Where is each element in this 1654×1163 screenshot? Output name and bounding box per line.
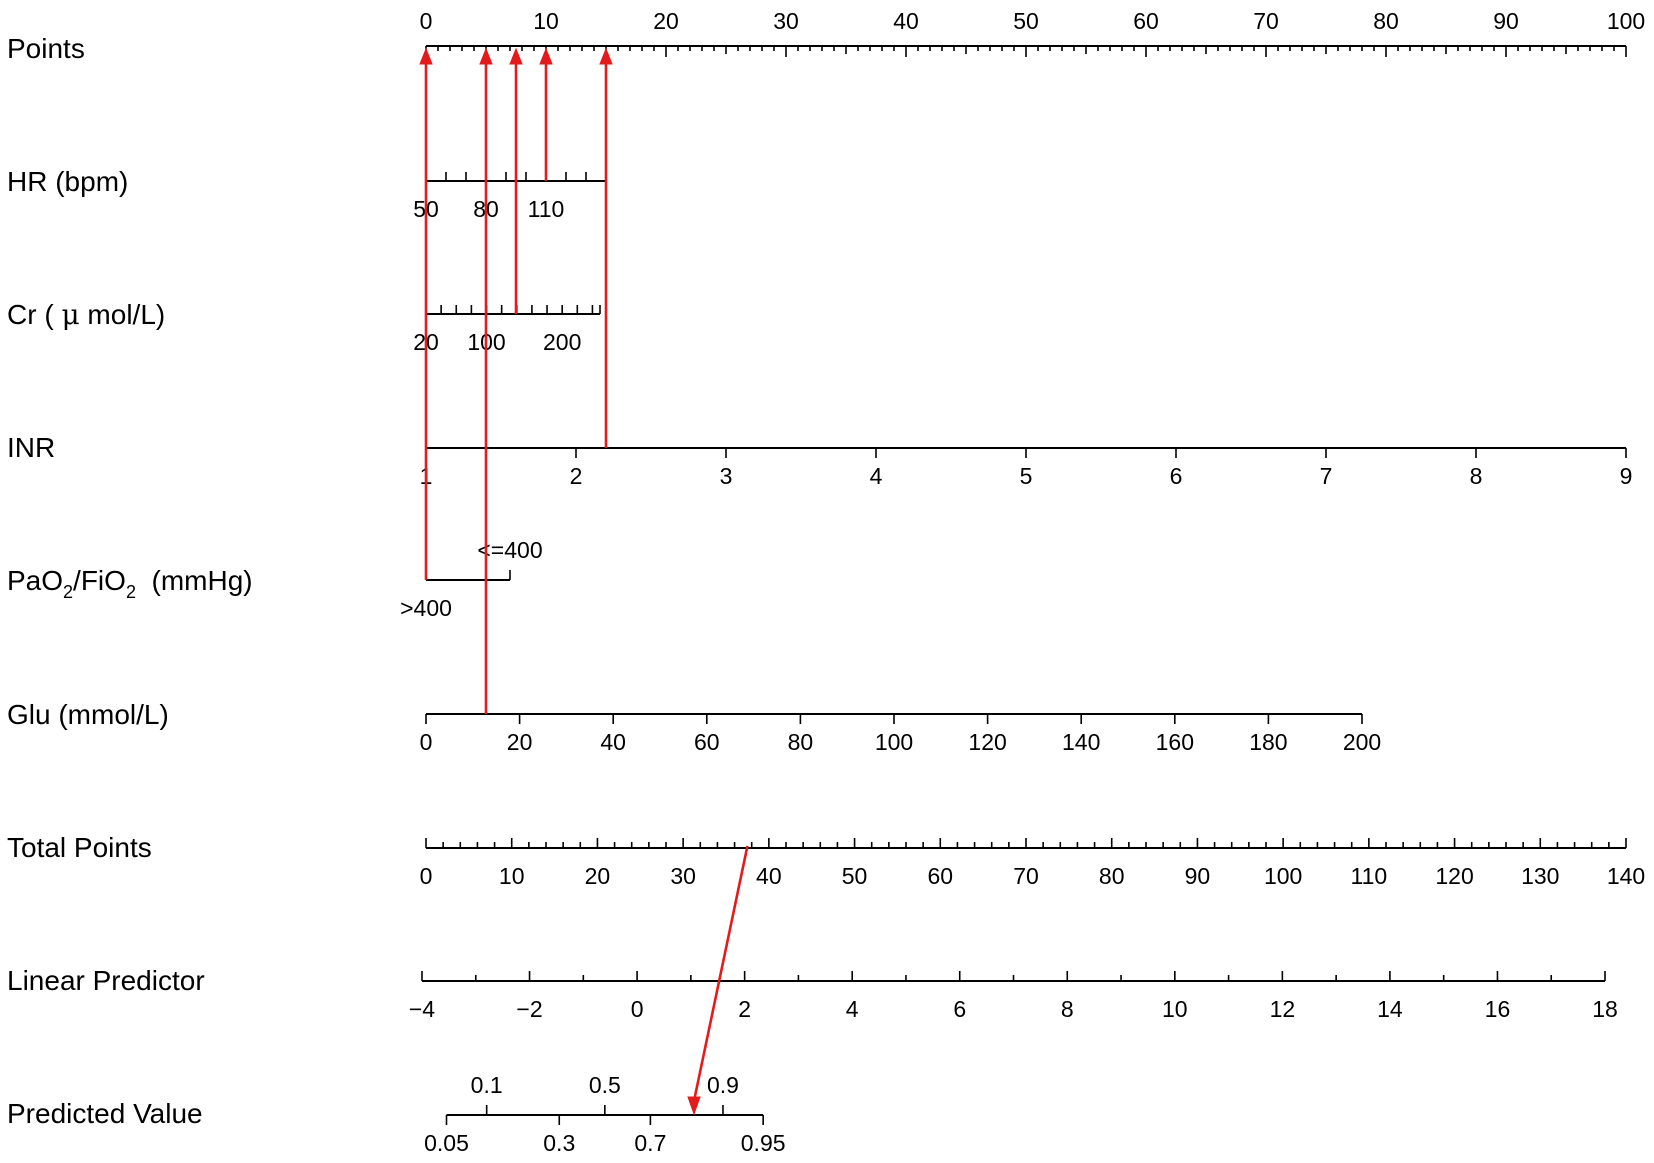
row-label-cr: Cr ( μ mol/L): [7, 298, 165, 331]
row-label-cr-mu: μ: [61, 298, 79, 331]
row-label-pf-sub2: 2: [126, 582, 136, 602]
row-label-cr-main: Cr (: [7, 299, 61, 330]
glu-tick-label: 180: [1249, 729, 1287, 755]
row-label-total: Total Points: [7, 832, 152, 863]
inr-tick-label: 5: [1020, 463, 1033, 489]
total-tick-label: 40: [756, 863, 782, 889]
hr-tick-label: 110: [528, 196, 565, 222]
total-tick-label: 130: [1521, 863, 1559, 889]
total-tick-label: 120: [1435, 863, 1473, 889]
total-tick-label: 110: [1351, 863, 1388, 889]
pf-category-label: >400: [400, 595, 452, 621]
inr-tick-label: 3: [720, 463, 733, 489]
glu-tick-label: 80: [788, 729, 814, 755]
cr-tick-label: 200: [543, 329, 581, 355]
total-tick-label: 90: [1185, 863, 1211, 889]
glu-tick-label: 120: [968, 729, 1006, 755]
points-tick-label: 10: [533, 8, 559, 34]
glu-tick-label: 100: [875, 729, 913, 755]
lp-tick-label: 4: [846, 996, 859, 1022]
lp-tick-label: −4: [409, 996, 435, 1022]
inr-tick-label: 6: [1170, 463, 1183, 489]
lp-tick-label: 12: [1270, 996, 1296, 1022]
total-tick-label: 140: [1607, 863, 1645, 889]
lp-tick-label: 10: [1162, 996, 1188, 1022]
lp-tick-label: 8: [1061, 996, 1074, 1022]
row-label-hr: HR (bpm): [7, 166, 128, 197]
row-label-pf: PaO2/FiO2 (mmHg): [7, 565, 253, 602]
pv-tick-label-bottom: 0.7: [634, 1130, 666, 1156]
inr-tick-label: 4: [870, 463, 883, 489]
glu-tick-label: 60: [694, 729, 720, 755]
lp-tick-label: 16: [1485, 996, 1511, 1022]
lp-tick-label: 2: [738, 996, 751, 1022]
row-label-pf-pa: PaO: [7, 565, 63, 596]
row-label-lp: Linear Predictor: [7, 965, 205, 996]
glu-tick-label: 160: [1156, 729, 1194, 755]
points-tick-label: 90: [1493, 8, 1519, 34]
points-tick-label: 20: [653, 8, 679, 34]
points-tick-label: 30: [773, 8, 799, 34]
total-tick-label: 10: [499, 863, 525, 889]
glu-tick-label: 200: [1343, 729, 1381, 755]
lp-tick-label: 0: [631, 996, 644, 1022]
example-arrow-total: [692, 845, 749, 1102]
example-arrowhead-4: [599, 47, 613, 65]
total-tick-label: 20: [585, 863, 611, 889]
total-tick-label: 60: [927, 863, 953, 889]
total-tick-label: 0: [420, 863, 433, 889]
lp-tick-label: 18: [1592, 996, 1618, 1022]
lp-tick-label: −2: [516, 996, 542, 1022]
pv-tick-label-bottom: 0.95: [741, 1130, 786, 1156]
pv-tick-label-bottom: 0.05: [424, 1130, 469, 1156]
glu-tick-label: 40: [600, 729, 626, 755]
glu-tick-label: 0: [420, 729, 433, 755]
row-label-cr-rest: mol/L): [80, 299, 166, 330]
pf-category-label: <=400: [477, 537, 542, 563]
example-arrowhead-2: [509, 47, 523, 65]
row-label-pf-fi: /FiO: [73, 565, 126, 596]
points-tick-label: 0: [420, 8, 433, 34]
inr-tick-label: 7: [1320, 463, 1333, 489]
row-label-pv: Predicted Value: [7, 1098, 203, 1129]
pv-tick-label-top: 0.1: [471, 1072, 503, 1098]
glu-tick-label: 140: [1062, 729, 1100, 755]
points-tick-label: 50: [1013, 8, 1039, 34]
row-label-glu: Glu (mmol/L): [7, 699, 169, 730]
example-arrowhead-3: [539, 47, 553, 65]
lp-tick-label: 6: [953, 996, 966, 1022]
row-label-points: Points: [7, 33, 85, 64]
points-tick-label: 40: [893, 8, 919, 34]
pv-tick-label-top: 0.5: [589, 1072, 621, 1098]
total-tick-label: 30: [670, 863, 696, 889]
pv-tick-label-top: 0.9: [707, 1072, 739, 1098]
inr-tick-label: 2: [570, 463, 583, 489]
total-tick-label: 70: [1013, 863, 1039, 889]
total-tick-label: 50: [842, 863, 868, 889]
example-arrowhead-0: [419, 47, 433, 65]
lp-tick-label: 14: [1377, 996, 1403, 1022]
total-tick-label: 100: [1264, 863, 1302, 889]
points-tick-label: 80: [1373, 8, 1399, 34]
points-tick-label: 60: [1133, 8, 1159, 34]
points-tick-label: 100: [1607, 8, 1645, 34]
example-arrowhead-total: [687, 1096, 701, 1116]
total-tick-label: 80: [1099, 863, 1125, 889]
points-tick-label: 70: [1253, 8, 1279, 34]
glu-tick-label: 20: [507, 729, 533, 755]
example-arrows: [419, 47, 749, 1116]
example-arrowhead-1: [479, 47, 493, 65]
inr-tick-label: 8: [1470, 463, 1483, 489]
row-label-pf-unit: (mmHg): [136, 565, 253, 596]
row-label-pf-sub1: 2: [63, 582, 73, 602]
pv-tick-label-bottom: 0.3: [543, 1130, 575, 1156]
inr-tick-label: 9: [1620, 463, 1633, 489]
row-label-inr: INR: [7, 432, 55, 463]
